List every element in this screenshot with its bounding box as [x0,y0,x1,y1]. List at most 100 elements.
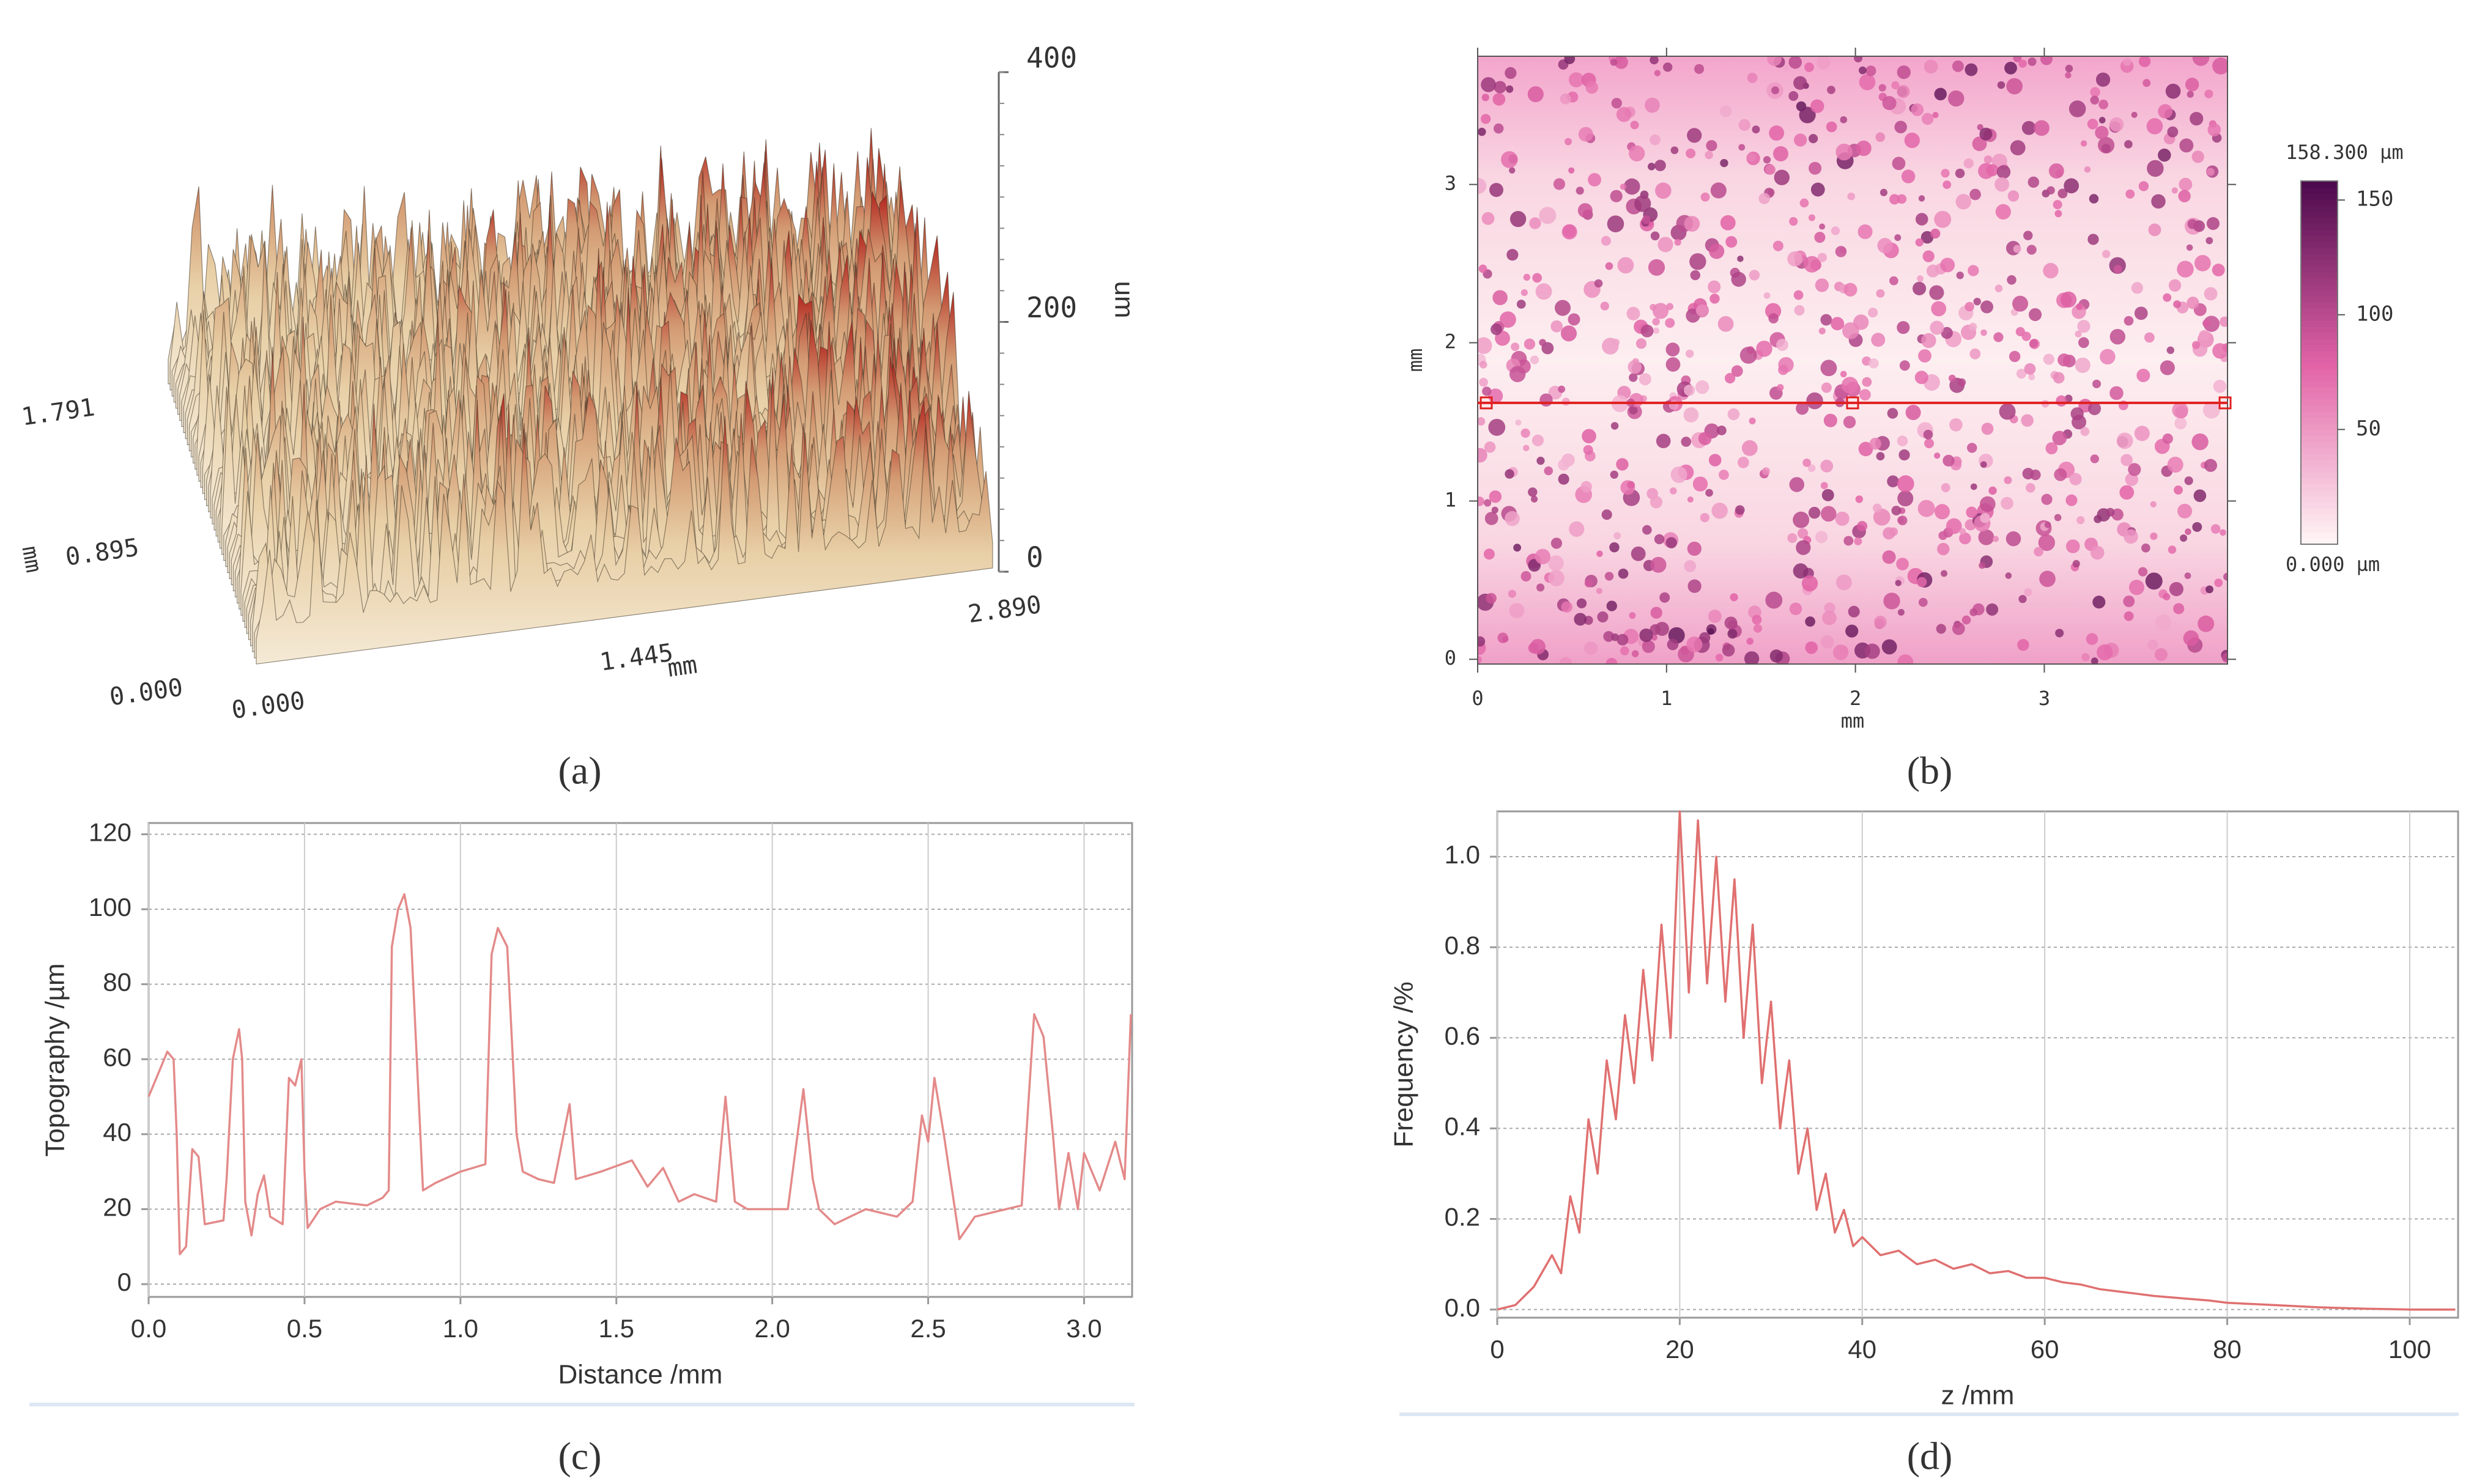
colorbar-tick-label: 100 [2356,301,2393,326]
height-map-spot [1515,419,1522,426]
height-map-spot [1796,540,1811,555]
surface-strip [256,416,993,665]
height-map-spot [2043,263,2059,279]
height-map-spot [1778,364,1788,375]
height-map-spot [1623,178,1640,195]
height-map-spot [1564,56,1576,64]
height-map-spot [1665,342,1680,356]
height-map-spot [1969,188,1981,201]
height-map-spot [1597,611,1609,623]
height-map-spot [1481,77,1496,92]
height-map-spot [1891,81,1900,90]
height-map-spot [2044,521,2051,528]
height-map-spot [1735,505,1745,515]
height-map-spot [2086,633,2098,645]
height-map-spot [1767,56,1782,67]
colorbar-step [2301,265,2338,273]
height-map-spot [1793,511,1810,528]
height-map-spot [2076,516,2085,525]
height-map-spot [1986,603,1999,616]
height-map-spot [1905,405,1921,421]
height-map-spot [1620,646,1629,655]
height-map-spot [2054,468,2067,481]
height-map-spot [2100,349,2116,365]
colorbar-step [2301,478,2338,484]
height-map-spot [2160,360,2175,375]
colorbar-step [2301,290,2338,297]
colorbar-step [2301,296,2338,303]
height-map-spot [1940,257,1955,273]
height-map-spot [1484,441,1496,453]
height-map-spot [1539,207,1557,224]
colorbar-tick-label: 50 [2356,416,2381,441]
height-map-spot [1650,624,1661,635]
colorbar-step [2301,181,2338,188]
height-map-spot [2198,615,2215,632]
colorbar-step [2301,441,2338,448]
height-map-spot [1969,348,1981,360]
height-map-spot [1634,195,1651,212]
height-map-spot [2006,78,2023,95]
height-map-spot [2202,401,2220,419]
height-map-spot [1952,622,1965,635]
height-map-spot [1568,167,1575,174]
height-map-spot [1843,416,1856,429]
height-map-spot [1709,243,1725,259]
height-map-spot [1560,93,1571,105]
height-map-spot [2138,181,2149,191]
height-map-spot [1897,475,1914,493]
height-map-spot [2167,126,2179,138]
height-map-spot [1610,190,1623,202]
x-tick-label: 0.0 [131,1314,166,1343]
height-map-spot [1840,371,1847,378]
height-map-spot [1607,215,1624,232]
height-map-spot [1868,308,1878,318]
height-map-spot [1948,374,1956,382]
colorbar-step [2301,368,2338,375]
height-map-spot [2068,100,2086,117]
height-map-spot [1731,271,1746,287]
height-map-spot [1980,300,1994,314]
height-map-spot [1612,338,1620,346]
height-map-spot [1805,641,1818,654]
height-map-spot [1596,550,1603,557]
height-map-spot [2191,150,2204,163]
height-map-spot [1544,466,1554,476]
height-map-spot [1706,140,1717,152]
colorbar-step [2301,532,2338,539]
z-tick-label: 200 [1026,291,1077,324]
height-map-spot [1864,643,1880,659]
height-map-spot [2204,287,2218,301]
height-map-spot [1782,65,1789,72]
height-map-spot [1970,483,1977,490]
height-map-spot [1818,327,1826,334]
height-map-spot [2202,319,2210,328]
height-map-spot [2192,56,2210,66]
colorbar-step [2301,471,2338,479]
y-tick-label: 0.8 [1445,931,1480,959]
height-map-spot [1667,638,1679,651]
height-map-spot [1835,143,1853,161]
height-map-spot [1738,144,1746,151]
height-map-spot [1582,429,1596,444]
height-map-spot [1832,644,1849,660]
height-map-spot [1683,407,1699,423]
height-map-spot [1769,649,1783,663]
height-map-spot [1657,237,1673,253]
colorbar-step [2301,417,2338,424]
height-map-spot [2210,524,2221,534]
height-map-spot [2005,531,2021,547]
height-map-spot [1930,320,1944,335]
height-map-spot [1492,93,1506,106]
height-map-spot [1817,56,1831,70]
height-map-spot [2109,328,2126,345]
height-map-spot [2199,330,2210,341]
profile-handle [1480,396,1493,410]
height-map-spot [2028,373,2035,380]
height-map-spot [1640,324,1654,338]
height-map-spot [2043,353,2054,365]
height-map-spot [2155,614,2172,631]
height-map-spot [1601,509,1612,520]
height-map-spot [1969,322,1977,331]
height-map-spot [1483,499,1492,507]
